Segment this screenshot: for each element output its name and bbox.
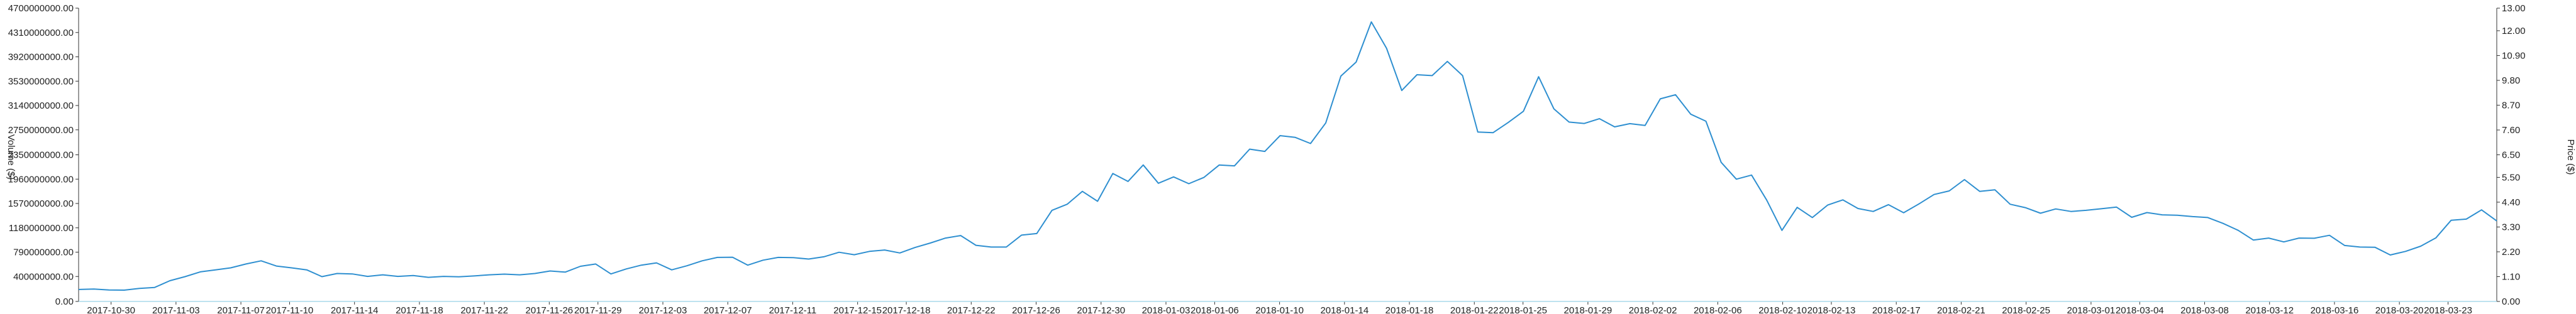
x-tick-label: 2018-02-25 bbox=[2002, 305, 2050, 314]
y-right-tick-label: 9.80 bbox=[2502, 75, 2520, 86]
y-right-tick-label: 1.10 bbox=[2502, 271, 2520, 282]
x-tick-label: 2017-12-26 bbox=[1012, 305, 1060, 314]
y-left-tick-label: 4700000000.00 bbox=[8, 3, 74, 14]
x-tick-label: 2017-12-30 bbox=[1077, 305, 1125, 314]
y-right-tick-label: 6.50 bbox=[2502, 150, 2520, 161]
y-left-tick-label: 400000000.00 bbox=[13, 271, 74, 282]
x-tick-label: 2017-12-18 bbox=[882, 305, 931, 314]
y-left-tick-label: 1570000000.00 bbox=[8, 198, 74, 209]
x-tick-label: 2018-03-01 bbox=[2067, 305, 2115, 314]
y-left-tick-label: 4310000000.00 bbox=[8, 28, 74, 38]
x-tick-label: 2018-01-22 bbox=[1450, 305, 1499, 314]
x-tick-label: 2017-10-30 bbox=[87, 305, 135, 314]
x-tick-label: 2018-01-10 bbox=[1255, 305, 1304, 314]
x-tick-label: 2017-12-11 bbox=[769, 305, 817, 314]
y-left-tick-label: 2750000000.00 bbox=[8, 125, 74, 136]
y-right-tick-label: 7.60 bbox=[2502, 125, 2520, 136]
x-tick-label: 2017-11-07 bbox=[217, 305, 265, 314]
x-tick-label: 2017-11-29 bbox=[574, 305, 622, 314]
x-tick-label: 2017-12-22 bbox=[947, 305, 996, 314]
y-left-tick-label: 0.00 bbox=[55, 296, 74, 307]
x-tick-label: 2018-03-20 bbox=[2375, 305, 2424, 314]
x-tick-label: 2018-03-16 bbox=[2311, 305, 2359, 314]
x-tick-label: 2018-02-13 bbox=[1807, 305, 1856, 314]
y-right-tick-label: 10.90 bbox=[2502, 50, 2526, 61]
x-tick-label: 2018-02-06 bbox=[1694, 305, 1742, 314]
price-series-line bbox=[78, 21, 2497, 291]
x-tick-label: 2018-03-04 bbox=[2116, 305, 2164, 314]
y-right-tick-label: 8.70 bbox=[2502, 100, 2520, 111]
y-right-tick-label: 12.00 bbox=[2502, 26, 2526, 36]
y-right-tick-label: 5.50 bbox=[2502, 172, 2520, 183]
x-tick-label: 2018-02-17 bbox=[1872, 305, 1921, 314]
x-tick-label: 2018-02-02 bbox=[1629, 305, 1677, 314]
x-tick-label: 2017-11-26 bbox=[526, 305, 574, 314]
x-tick-label: 2018-03-23 bbox=[2424, 305, 2472, 314]
y-left-tick-label: 2350000000.00 bbox=[8, 150, 74, 161]
y-right-tick-label: 3.30 bbox=[2502, 222, 2520, 232]
y-right-tick-label: 2.20 bbox=[2502, 247, 2520, 257]
y-right-axis-title: Price ($) bbox=[2565, 139, 2576, 175]
x-tick-label: 2018-03-08 bbox=[2180, 305, 2229, 314]
y-right-tick-label: 4.40 bbox=[2502, 197, 2520, 208]
x-tick-label: 2017-11-22 bbox=[460, 305, 508, 314]
x-tick-label: 2017-11-03 bbox=[152, 305, 200, 314]
y-left-tick-label: 3140000000.00 bbox=[8, 100, 74, 111]
x-tick-label: 2018-01-14 bbox=[1320, 305, 1368, 314]
x-tick-label: 2018-01-06 bbox=[1191, 305, 1239, 314]
x-tick-label: 2017-11-18 bbox=[396, 305, 443, 314]
x-tick-label: 2017-12-07 bbox=[704, 305, 752, 314]
y-left-tick-label: 1180000000.00 bbox=[9, 223, 74, 234]
x-tick-label: 2017-12-03 bbox=[639, 305, 687, 314]
x-tick-label: 2017-11-14 bbox=[331, 305, 379, 314]
x-tick-label: 2018-01-18 bbox=[1385, 305, 1434, 314]
x-tick-label: 2018-02-21 bbox=[1937, 305, 1985, 314]
x-tick-label: 2017-11-10 bbox=[266, 305, 314, 314]
y-left-tick-label: 1960000000.00 bbox=[8, 174, 74, 185]
x-tick-label: 2018-01-29 bbox=[1564, 305, 1613, 314]
y-right-tick-label: 13.00 bbox=[2502, 3, 2526, 14]
y-right-tick-label: 0.00 bbox=[2502, 296, 2520, 307]
y-left-tick-label: 790000000.00 bbox=[13, 247, 74, 258]
y-left-tick-label: 3530000000.00 bbox=[8, 76, 74, 87]
y-left-axis-title: Volume ($) bbox=[6, 134, 16, 180]
y-left-tick-label: 3920000000.00 bbox=[8, 52, 74, 63]
x-tick-label: 2018-01-25 bbox=[1499, 305, 1547, 314]
x-tick-label: 2018-03-12 bbox=[2245, 305, 2294, 314]
x-tick-label: 2018-02-10 bbox=[1758, 305, 1807, 314]
x-tick-label: 2017-12-15 bbox=[833, 305, 882, 314]
x-tick-label: 2018-01-03 bbox=[1142, 305, 1191, 314]
